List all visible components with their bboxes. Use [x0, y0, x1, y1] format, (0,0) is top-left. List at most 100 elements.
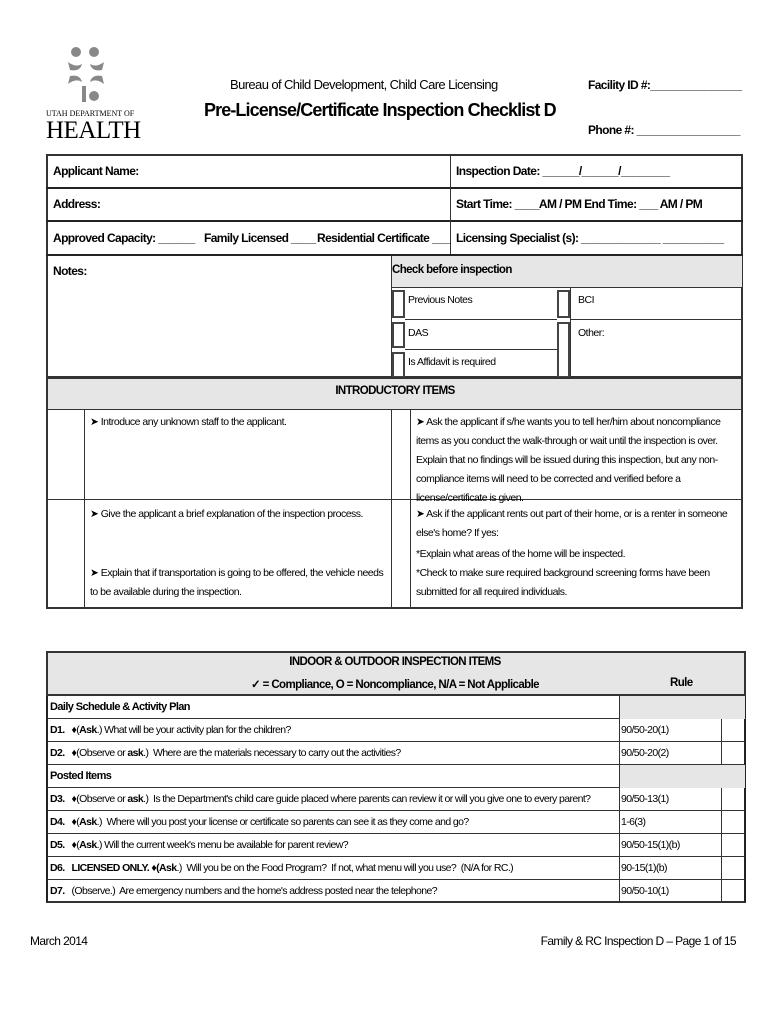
intro-item-transportation: ➤ Explain that if transportation is goin…	[90, 567, 384, 598]
compliance-cell[interactable]	[722, 834, 744, 856]
phone-field[interactable]: Phone #: _________________	[588, 123, 740, 137]
footer-date: March 2014	[30, 934, 88, 948]
inspection-title: INDOOR & OUTDOOR INSPECTION ITEMS	[289, 656, 501, 668]
intro-table	[46, 409, 743, 609]
logo-line2: HEALTH	[46, 117, 141, 144]
item-id: D7.	[50, 885, 65, 897]
label-bci: BCI	[578, 294, 595, 306]
check-before-title: Check before inspection	[392, 264, 512, 276]
item-prefix: ♦(Observe or	[71, 747, 128, 759]
item-question: Are emergency numbers and the home's add…	[115, 885, 437, 897]
family-licensed-field[interactable]: Family Licensed ____	[204, 231, 316, 245]
item-prefix: ♦(	[71, 839, 80, 851]
intro-item-screening: *Check to make sure required background …	[416, 567, 710, 598]
item-bold: ask	[127, 747, 144, 759]
section-row	[46, 696, 746, 719]
item-rule: 1-6(3)	[621, 816, 646, 828]
inspection-header	[46, 651, 746, 696]
item-rule: 90/50-13(1)	[621, 793, 669, 805]
table-row	[46, 834, 746, 857]
intro-check-2[interactable]	[392, 410, 410, 499]
checkbox-affidavit[interactable]	[392, 352, 405, 378]
item-bold: Ask	[79, 839, 97, 851]
item-id: D3.	[50, 793, 65, 805]
table-row	[46, 719, 746, 742]
item-rule: 90/50-20(2)	[621, 747, 669, 759]
item-id: D1.	[50, 724, 65, 736]
time-field[interactable]: Start Time: ____AM / PM End Time: ___ AM…	[456, 197, 703, 211]
rule-header: Rule	[670, 677, 693, 689]
section-title: Posted Items	[50, 770, 112, 782]
compliance-cell[interactable]	[722, 880, 744, 902]
compliance-cell[interactable]	[722, 742, 744, 764]
item-text: D2. ♦(Observe or ask.) Where are the mat…	[50, 747, 401, 759]
compliance-cell[interactable]	[722, 788, 744, 810]
facility-id-field[interactable]: Facility ID #:_______________	[588, 78, 742, 92]
table-row	[46, 811, 746, 834]
compliance-cell[interactable]	[722, 811, 744, 833]
compliance-cell[interactable]	[722, 857, 744, 879]
item-question: .) Where will you post your license or c…	[96, 816, 470, 828]
residential-certificate-field[interactable]: Residential Certificate ___	[317, 231, 451, 245]
item-text: D5. ♦(Ask.) Will the current week's menu…	[50, 839, 349, 851]
intro-header	[46, 377, 743, 410]
section-title: Daily Schedule & Activity Plan	[50, 701, 191, 713]
item-bold: Ask	[79, 816, 97, 828]
item-text: D6. LICENSED ONLY. ♦(Ask.) Will you be o…	[50, 862, 514, 874]
label-affidavit: Is Affidavit is required	[408, 356, 496, 368]
item-rule: 90-15(1)(b)	[621, 862, 668, 874]
logo-figures-icon	[68, 47, 104, 102]
section-row	[46, 765, 746, 788]
item-text: D7. (Observe.) Are emergency numbers and…	[50, 885, 438, 897]
label-previous-notes: Previous Notes	[408, 294, 473, 306]
bureau-name: Bureau of Child Development, Child Care …	[230, 77, 498, 92]
inspection-date-field[interactable]: Inspection Date: ______/______/________	[456, 164, 670, 178]
address-field[interactable]: Address:	[53, 197, 101, 211]
approved-capacity-field[interactable]: Approved Capacity: ______	[53, 231, 195, 245]
intro-item-staff: ➤ Introduce any unknown staff to the app…	[90, 416, 287, 428]
logo-line1: UTAH DEPARTMENT OF	[46, 109, 135, 118]
item-text: D3. ♦(Observe or ask.) Is the Department…	[50, 793, 591, 805]
page-title: Pre-License/Certificate Inspection Check…	[204, 100, 557, 120]
item-question: .) Where are the materials necessary to …	[143, 747, 401, 759]
intro-title: INTRODUCTORY ITEMS	[335, 385, 455, 397]
notes-field[interactable]: Notes:	[53, 264, 87, 278]
item-question: .) Will you be on the Food Program? If n…	[176, 862, 514, 874]
footer-page: Family & RC Inspection D – Page 1 of 15	[540, 934, 737, 948]
item-text: D1. ♦(Ask.) What will be your activity p…	[50, 724, 291, 736]
checkbox-das[interactable]	[392, 322, 405, 348]
intro-item-areas: *Explain what areas of the home will be …	[416, 548, 626, 560]
inspection-legend: ✓ = Compliance, O = Noncompliance, N/A =…	[251, 679, 540, 691]
intro-item-explanation: ➤ Give the applicant a brief explanation…	[90, 508, 363, 520]
item-id: D4.	[50, 816, 65, 828]
checkbox-previous-notes[interactable]	[392, 290, 405, 318]
item-id: D5.	[50, 839, 65, 851]
intro-check-1[interactable]	[47, 410, 84, 499]
item-rule: 90/50-15(1)(b)	[621, 839, 680, 851]
intro-item-rents: ➤ Ask if the applicant rents out part of…	[416, 508, 728, 539]
item-id: D6.	[50, 862, 65, 874]
item-rule: 90/50-10(1)	[621, 885, 669, 897]
item-question: .) What will be your activity plan for t…	[96, 724, 292, 736]
checkbox-bci[interactable]	[557, 290, 570, 318]
table-row	[46, 742, 746, 765]
label-other: Other:	[578, 327, 605, 339]
intro-check-4[interactable]	[392, 500, 410, 608]
checkbox-other[interactable]	[557, 322, 570, 378]
intro-item-noncompliance: ➤ Ask the applicant if s/he wants you to…	[416, 416, 721, 504]
item-prefix: ♦(Observe or	[71, 793, 128, 805]
item-question: .) Will the current week's menu be avail…	[96, 839, 349, 851]
intro-check-3[interactable]	[47, 500, 84, 608]
item-text: D4. ♦(Ask.) Where will you post your lic…	[50, 816, 469, 828]
item-question: .) Is the Department's child care guide …	[143, 793, 591, 805]
table-row	[46, 788, 746, 811]
licensing-specialist-field[interactable]: Licensing Specialist (s): _____________ …	[456, 231, 724, 245]
item-bold: Ask	[159, 862, 177, 874]
item-bold: Ask	[79, 724, 97, 736]
table-row	[46, 857, 746, 880]
item-prefix: ♦(	[71, 724, 80, 736]
compliance-cell[interactable]	[722, 719, 744, 741]
applicant-name-field[interactable]: Applicant Name:	[53, 164, 139, 178]
item-id: D2.	[50, 747, 65, 759]
